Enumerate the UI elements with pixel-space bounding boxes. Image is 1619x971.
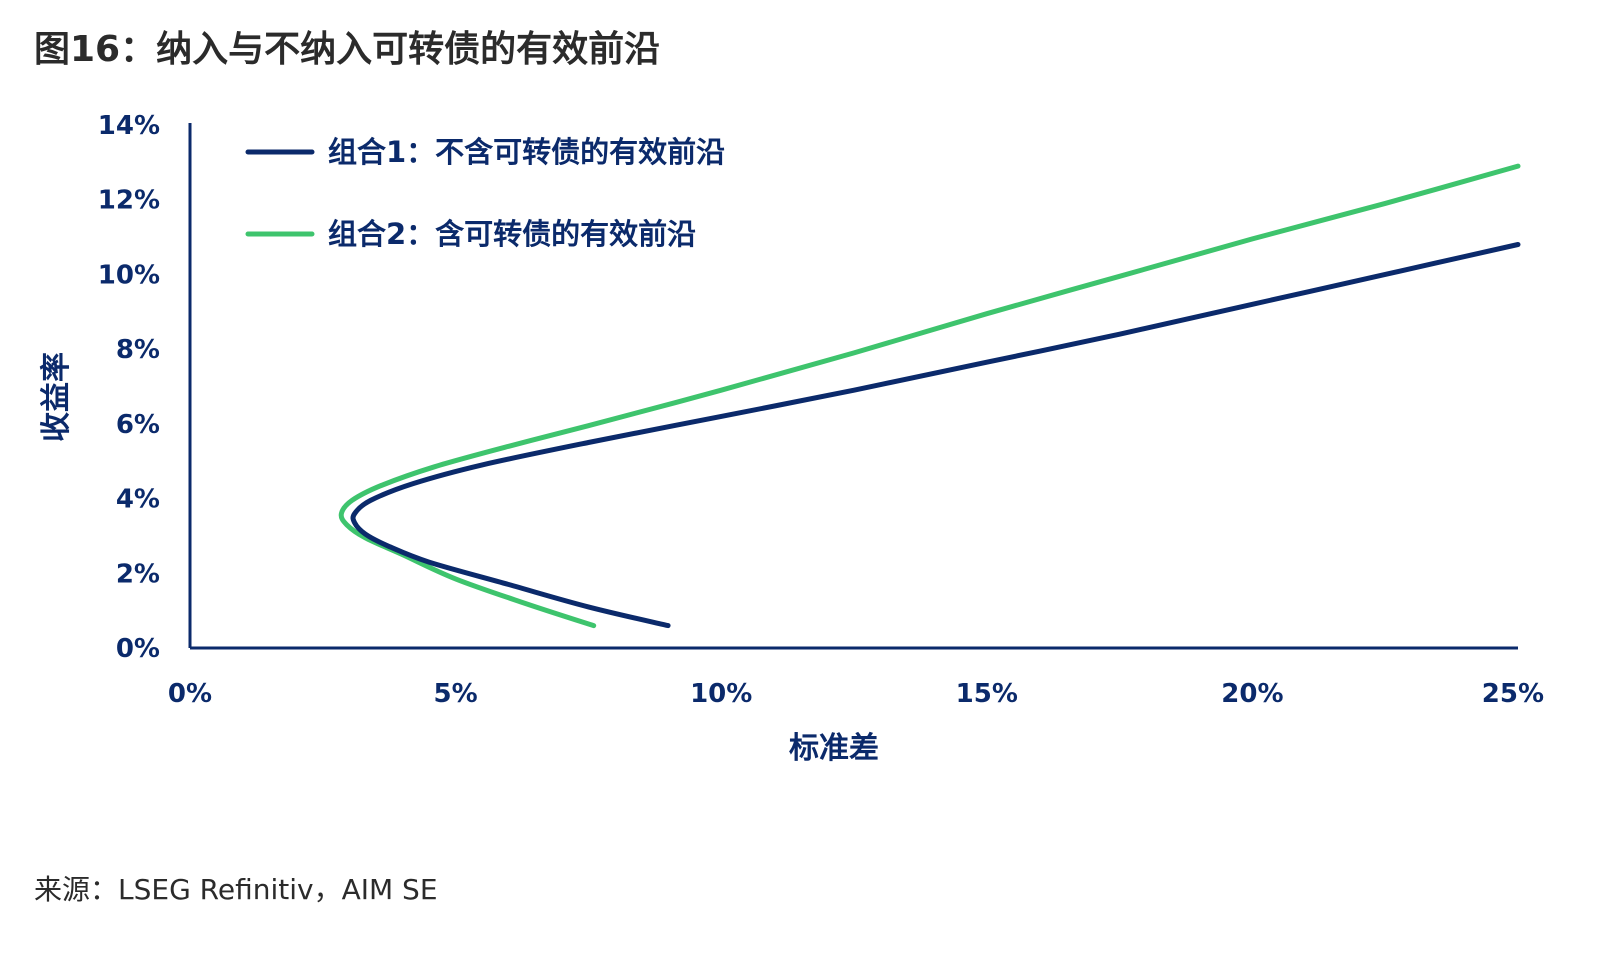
figure-title: 图16：纳入与不纳入可转债的有效前沿 <box>34 29 661 70</box>
y-tick-label: 8% <box>116 335 160 365</box>
axis-titles: 标准差 收益率 <box>39 352 879 766</box>
source-note: 来源：LSEG Refinitiv，AIM SE <box>34 873 438 906</box>
y-tick-label: 10% <box>98 260 160 290</box>
axes <box>188 123 1518 650</box>
series-lines <box>338 163 1521 629</box>
legend-label-1: 组合1：不含可转债的有效前沿 <box>328 135 725 169</box>
y-tick-label: 0% <box>116 634 160 664</box>
y-tick-label: 12% <box>98 186 160 216</box>
y-tick-label: 2% <box>116 559 160 589</box>
tick-labels: 0% 2% 4% 6% 8% 10% 12% 14% 0% 5% 10% 15% 20% 25% <box>98 111 1544 709</box>
legend-label-2: 组合2：含可转债的有效前沿 <box>328 217 696 251</box>
x-tick-label: 15% <box>956 679 1018 709</box>
series-line-1 <box>350 242 1521 629</box>
x-tick-label: 10% <box>690 679 752 709</box>
x-tick-label: 20% <box>1221 679 1283 709</box>
y-axis-title: 收益率 <box>39 352 74 442</box>
y-tick-label: 6% <box>116 410 160 440</box>
x-tick-label: 0% <box>168 679 212 709</box>
y-tick-label: 14% <box>98 111 160 141</box>
x-tick-label: 5% <box>434 679 478 709</box>
x-tick-label: 25% <box>1482 679 1544 709</box>
x-axis-title: 标准差 <box>789 731 879 766</box>
y-tick-label: 4% <box>116 485 160 515</box>
